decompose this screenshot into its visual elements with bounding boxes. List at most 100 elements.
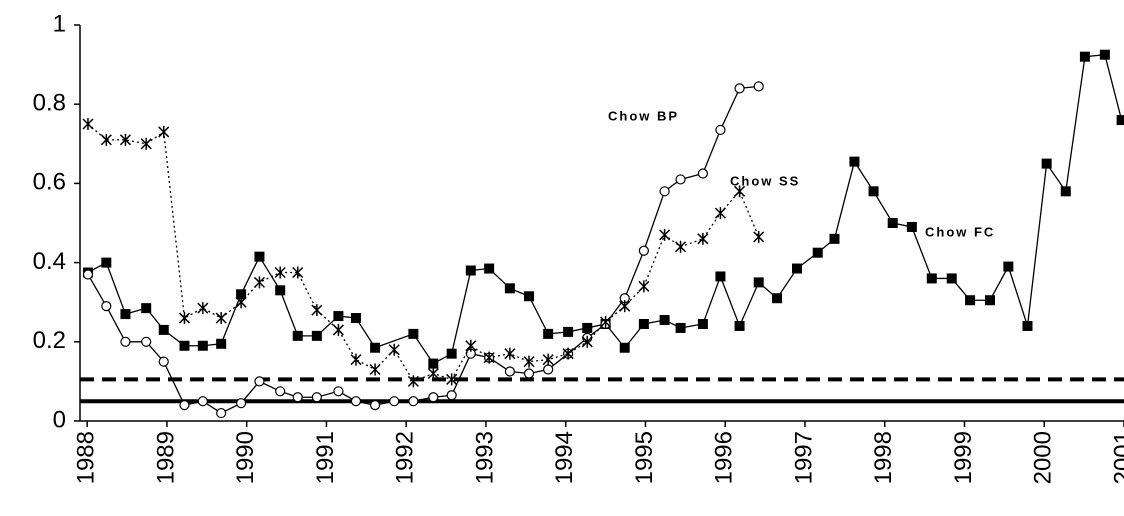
marker xyxy=(253,276,265,289)
marker xyxy=(985,295,996,306)
series-line xyxy=(87,123,760,383)
marker xyxy=(179,340,190,351)
marker xyxy=(158,356,169,367)
marker xyxy=(753,277,764,288)
marker xyxy=(1099,49,1110,60)
marker xyxy=(829,233,840,244)
marker xyxy=(926,273,937,284)
marker xyxy=(389,396,400,407)
marker xyxy=(659,315,670,326)
marker xyxy=(504,347,516,360)
x-tick-label: 1999 xyxy=(950,431,977,484)
marker xyxy=(465,265,476,276)
marker xyxy=(562,347,574,360)
marker xyxy=(697,168,708,179)
marker xyxy=(563,326,574,337)
marker xyxy=(333,311,344,322)
marker xyxy=(734,320,745,331)
x-tick-label: 1995 xyxy=(631,431,658,484)
marker xyxy=(178,312,191,325)
marker xyxy=(179,400,190,411)
marker xyxy=(868,186,879,197)
marker xyxy=(675,174,686,185)
x-tick-label: 1993 xyxy=(471,431,498,484)
x-tick-label: 1990 xyxy=(232,431,259,484)
series-line xyxy=(87,85,759,414)
marker xyxy=(523,355,535,368)
marker xyxy=(734,185,746,198)
marker xyxy=(582,322,593,333)
marker xyxy=(333,386,344,397)
marker xyxy=(216,407,227,419)
marker xyxy=(715,124,726,136)
marker xyxy=(101,301,112,312)
marker xyxy=(120,309,131,320)
marker xyxy=(1060,186,1071,197)
marker xyxy=(254,251,265,262)
marker xyxy=(714,207,726,220)
annotation: Chow BP xyxy=(608,108,679,123)
annotation: Chow FC xyxy=(925,224,995,239)
y-tick-label: 0 xyxy=(53,406,66,433)
marker xyxy=(946,273,957,284)
marker xyxy=(311,304,323,317)
marker xyxy=(236,289,247,300)
marker xyxy=(292,266,304,279)
marker xyxy=(370,342,381,353)
marker xyxy=(906,221,917,232)
y-tick-label: 0.2 xyxy=(33,327,66,354)
marker xyxy=(119,133,131,146)
marker xyxy=(524,291,535,302)
marker xyxy=(849,156,860,167)
marker xyxy=(619,342,630,353)
marker xyxy=(427,367,439,380)
marker xyxy=(408,396,419,407)
marker xyxy=(311,392,322,403)
marker xyxy=(369,400,381,411)
marker xyxy=(140,137,152,150)
marker xyxy=(215,312,227,325)
marker xyxy=(236,398,247,409)
marker xyxy=(465,339,477,352)
marker xyxy=(275,386,286,397)
marker xyxy=(1079,51,1090,62)
x-tick-label: 1992 xyxy=(392,431,419,484)
y-tick-label: 0.6 xyxy=(33,169,66,196)
x-tick-label: 1994 xyxy=(551,431,578,484)
marker xyxy=(638,318,649,329)
marker xyxy=(101,257,112,268)
marker xyxy=(542,353,554,366)
marker xyxy=(254,376,265,387)
x-tick-label: 1988 xyxy=(73,431,100,484)
marker xyxy=(350,353,362,366)
marker xyxy=(197,396,208,407)
marker xyxy=(812,247,823,258)
marker xyxy=(772,293,783,304)
marker xyxy=(753,230,765,243)
marker xyxy=(141,303,152,314)
marker xyxy=(543,364,554,375)
marker xyxy=(197,302,209,315)
x-tick-label: 1996 xyxy=(711,431,738,484)
marker xyxy=(1003,261,1014,272)
marker xyxy=(697,318,708,329)
marker xyxy=(446,348,457,359)
marker xyxy=(600,316,612,328)
marker xyxy=(1022,320,1033,331)
marker xyxy=(619,300,631,313)
marker xyxy=(734,83,745,94)
marker xyxy=(1041,158,1052,169)
marker xyxy=(543,328,554,339)
marker xyxy=(311,330,322,341)
marker xyxy=(887,218,898,228)
marker xyxy=(428,392,439,403)
marker xyxy=(158,324,169,335)
x-tick-label: 1989 xyxy=(152,431,179,484)
marker xyxy=(792,263,803,274)
marker xyxy=(428,358,439,369)
marker xyxy=(659,186,670,197)
marker xyxy=(638,280,650,293)
x-tick-label: 1991 xyxy=(312,431,339,484)
marker xyxy=(388,343,400,356)
